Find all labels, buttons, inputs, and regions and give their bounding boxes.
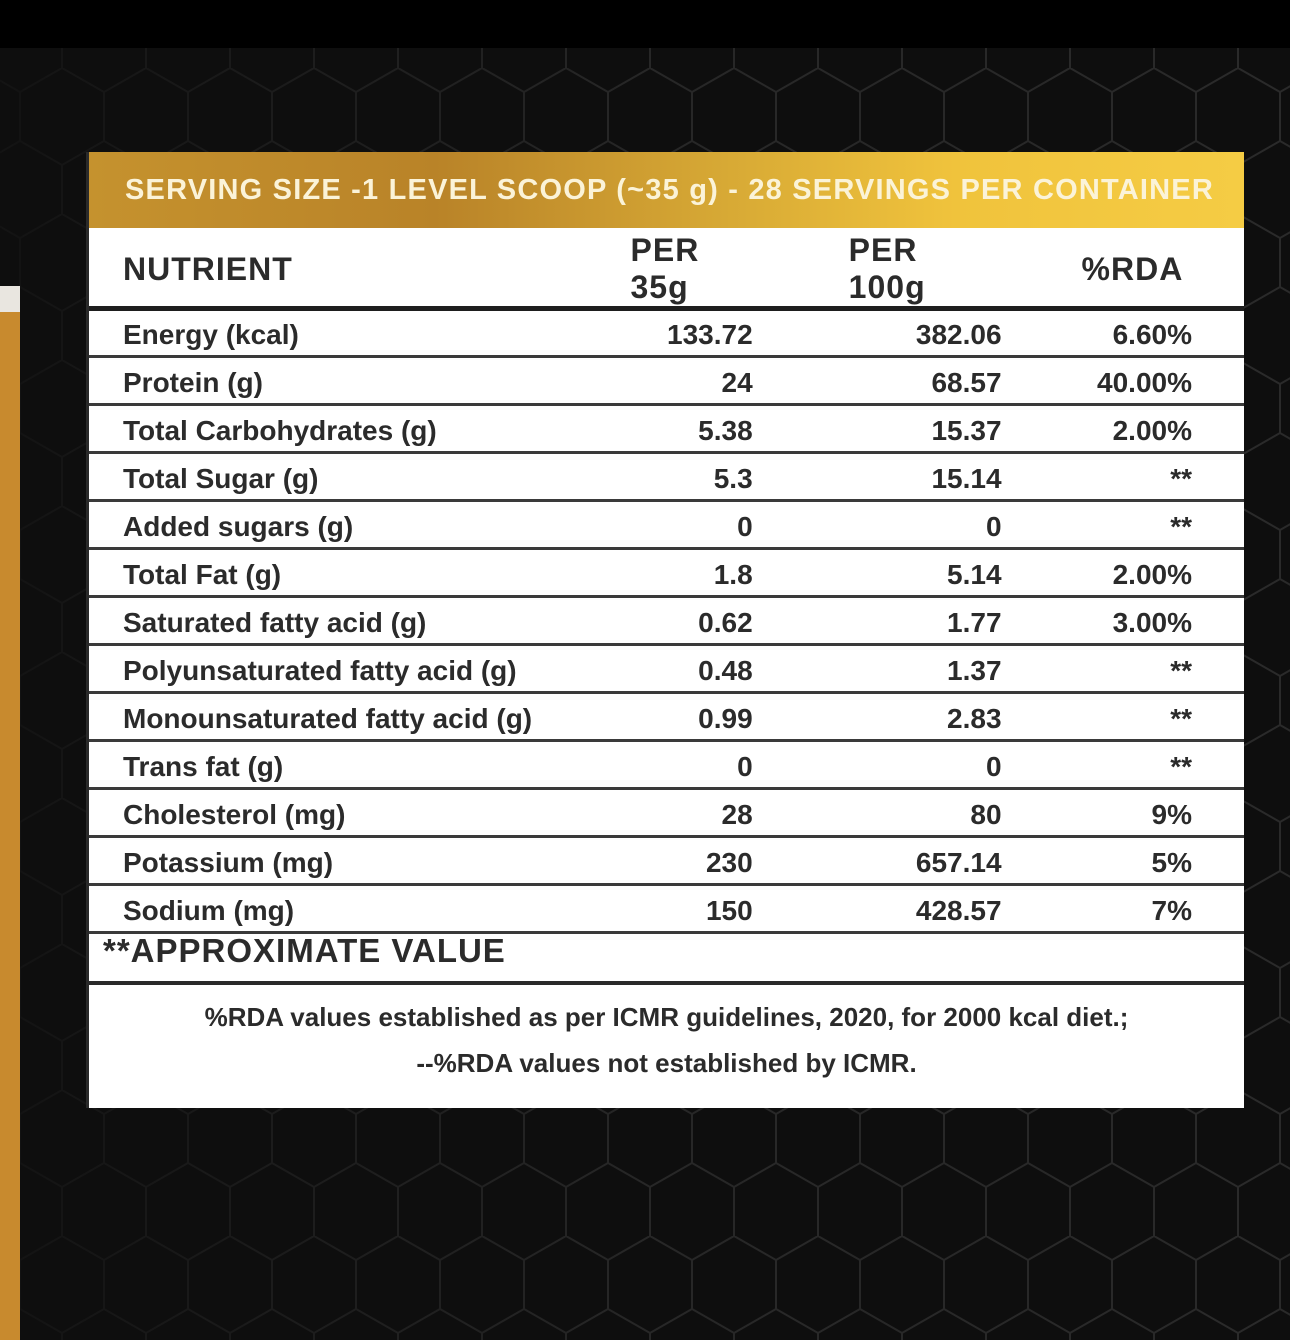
table-row: Cholesterol (mg) 28 80 9% (89, 788, 1244, 838)
value-per-35g: 28 (607, 788, 753, 838)
table-row: Sodium (mg) 150 428.57 7% (89, 884, 1244, 934)
nutrient-name: Protein (g) (89, 356, 608, 406)
serving-size-banner: SERVING SIZE -1 LEVEL SCOOP (~35 g) - 28… (89, 152, 1244, 228)
value-per-100g: 1.37 (752, 644, 1002, 694)
value-per-100g: 80 (752, 788, 1002, 838)
value-rda: 6.60% (1001, 308, 1244, 358)
nutrient-name: Saturated fatty acid (g) (89, 596, 608, 646)
column-header-per-100g: PER 100g (752, 228, 1002, 311)
approximate-value-note: **APPROXIMATE VALUE (103, 932, 506, 969)
value-rda: ** (1001, 644, 1244, 694)
value-per-35g: 24 (607, 356, 753, 406)
nutrient-name: Trans fat (g) (89, 740, 608, 790)
nutrient-name: Polyunsaturated fatty acid (g) (89, 644, 608, 694)
table-row: Total Carbohydrates (g) 5.38 15.37 2.00% (89, 404, 1244, 454)
value-per-35g: 133.72 (607, 308, 753, 358)
table-row: Monounsaturated fatty acid (g) 0.99 2.83… (89, 692, 1244, 742)
value-per-100g: 428.57 (752, 884, 1002, 934)
value-per-100g: 0 (752, 500, 1002, 550)
value-per-100g: 657.14 (752, 836, 1002, 886)
table-row: Saturated fatty acid (g) 0.62 1.77 3.00% (89, 596, 1244, 646)
value-rda: 7% (1001, 884, 1244, 934)
value-per-35g: 0 (607, 500, 753, 550)
value-rda: 5% (1001, 836, 1244, 886)
side-product-edge-cap (0, 286, 20, 313)
value-per-100g: 382.06 (752, 308, 1002, 358)
table-row: Total Sugar (g) 5.3 15.14 ** (89, 452, 1244, 502)
value-per-35g: 0.62 (607, 596, 753, 646)
nutrient-name: Sodium (mg) (89, 884, 608, 934)
rda-footnote: %RDA values established as per ICMR guid… (89, 994, 1244, 1086)
divider (89, 981, 1244, 985)
column-header-rda: %RDA (1001, 228, 1244, 311)
value-rda: ** (1001, 500, 1244, 550)
table-row: Protein (g) 24 68.57 40.00% (89, 356, 1244, 406)
nutrient-name: Total Sugar (g) (89, 452, 608, 502)
value-per-35g: 0.48 (607, 644, 753, 694)
value-per-35g: 0.99 (607, 692, 753, 742)
nutrient-name: Added sugars (g) (89, 500, 608, 550)
table-row: Potassium (mg) 230 657.14 5% (89, 836, 1244, 886)
nutrient-name: Total Carbohydrates (g) (89, 404, 608, 454)
value-per-35g: 1.8 (607, 548, 753, 598)
top-black-bar (0, 0, 1290, 48)
nutrient-name: Energy (kcal) (89, 308, 608, 358)
value-rda: ** (1001, 692, 1244, 742)
value-rda: ** (1001, 452, 1244, 502)
column-header-per-35g: PER 35g (607, 228, 753, 311)
value-per-35g: 5.38 (607, 404, 753, 454)
value-per-100g: 15.37 (752, 404, 1002, 454)
value-per-100g: 1.77 (752, 596, 1002, 646)
value-rda: 3.00% (1001, 596, 1244, 646)
footnote-line-2: --%RDA values not established by ICMR. (416, 1048, 917, 1078)
table-row: Added sugars (g) 0 0 ** (89, 500, 1244, 550)
column-header-nutrient: NUTRIENT (89, 228, 608, 311)
nutrient-name: Monounsaturated fatty acid (g) (89, 692, 608, 742)
value-per-35g: 5.3 (607, 452, 753, 502)
nutrient-name: Potassium (mg) (89, 836, 608, 886)
value-rda: 2.00% (1001, 548, 1244, 598)
value-rda: 2.00% (1001, 404, 1244, 454)
nutrition-table: NUTRIENT PER 35g PER 100g %RDA Energy (k… (89, 228, 1244, 934)
value-per-100g: 0 (752, 740, 1002, 790)
nutrient-name: Total Fat (g) (89, 548, 608, 598)
value-rda: ** (1001, 740, 1244, 790)
value-rda: 40.00% (1001, 356, 1244, 406)
table-row: Energy (kcal) 133.72 382.06 6.60% (89, 308, 1244, 358)
nutrient-name: Cholesterol (mg) (89, 788, 608, 838)
value-per-100g: 2.83 (752, 692, 1002, 742)
table-row: Trans fat (g) 0 0 ** (89, 740, 1244, 790)
value-per-35g: 150 (607, 884, 753, 934)
table-header-row: NUTRIENT PER 35g PER 100g %RDA (89, 228, 1244, 311)
value-rda: 9% (1001, 788, 1244, 838)
value-per-100g: 68.57 (752, 356, 1002, 406)
footnote-line-1: %RDA values established as per ICMR guid… (204, 1002, 1129, 1032)
side-product-edge (0, 312, 20, 1340)
table-row: Total Fat (g) 1.8 5.14 2.00% (89, 548, 1244, 598)
value-per-35g: 230 (607, 836, 753, 886)
value-per-100g: 15.14 (752, 452, 1002, 502)
value-per-100g: 5.14 (752, 548, 1002, 598)
value-per-35g: 0 (607, 740, 753, 790)
nutrition-label: SERVING SIZE -1 LEVEL SCOOP (~35 g) - 28… (86, 152, 1244, 1108)
table-row: Polyunsaturated fatty acid (g) 0.48 1.37… (89, 644, 1244, 694)
